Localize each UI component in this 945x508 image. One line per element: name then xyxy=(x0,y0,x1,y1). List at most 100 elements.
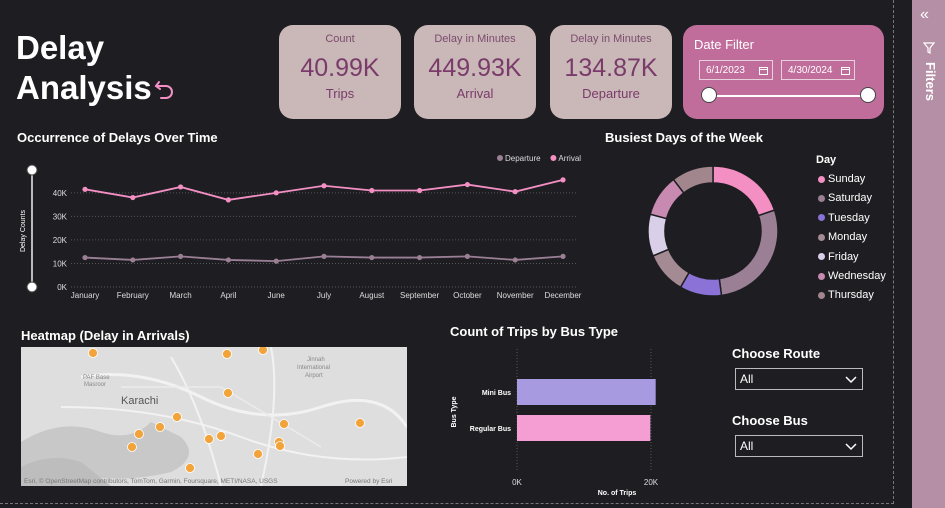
kpi-label: Count xyxy=(325,33,355,45)
heat-point[interactable] xyxy=(155,422,165,432)
y-tick-label: 20K xyxy=(53,236,68,245)
delays-line-chart: 0K 10K 20K 30K 40K Delay Counts January Februar… xyxy=(20,154,582,300)
data-point-arrival[interactable] xyxy=(417,187,423,194)
data-point-arrival[interactable] xyxy=(512,189,518,195)
data-point-arrival[interactable] xyxy=(82,186,88,192)
data-point-departure[interactable] xyxy=(273,258,279,264)
legend-dot xyxy=(818,233,825,241)
date-range-track[interactable] xyxy=(709,95,869,97)
data-point-arrival[interactable] xyxy=(369,187,375,194)
heat-point[interactable] xyxy=(253,449,263,459)
heat-point[interactable] xyxy=(216,431,226,441)
data-point-arrival[interactable] xyxy=(273,190,279,196)
x-axis-label: No. of Trips xyxy=(598,490,637,497)
donut-slice-thursday[interactable] xyxy=(672,165,714,194)
map-label: Jinnah xyxy=(307,357,325,363)
donut-legend-item[interactable]: Tuesday xyxy=(818,212,870,224)
bar-regular-bus[interactable] xyxy=(517,415,651,441)
heat-point[interactable] xyxy=(355,418,365,428)
data-point-departure[interactable] xyxy=(178,253,184,259)
donut-legend-item[interactable]: Monday xyxy=(818,231,867,243)
data-point-arrival[interactable] xyxy=(560,177,566,183)
x-tick-label: March xyxy=(169,291,191,300)
heat-point[interactable] xyxy=(172,412,182,422)
data-point-arrival[interactable] xyxy=(178,184,184,190)
date-filter-label: Date Filter xyxy=(694,37,754,52)
data-point-departure[interactable] xyxy=(130,257,136,263)
x-tick-label: October xyxy=(453,291,482,300)
page-title-line1: Delay xyxy=(16,29,105,66)
calendar-icon[interactable] xyxy=(841,66,850,75)
heatmap-title: Heatmap (Delay in Arrivals) xyxy=(21,328,190,343)
data-point-departure[interactable] xyxy=(82,254,88,261)
legend-label: Monday xyxy=(828,231,868,244)
data-point-arrival[interactable] xyxy=(225,197,231,203)
data-point-arrival[interactable] xyxy=(321,183,327,189)
data-point-arrival[interactable] xyxy=(464,181,470,188)
map-label: Airport xyxy=(305,373,323,379)
kpi-card-departure: Delay in Minutes 134.87K Departure xyxy=(550,25,672,119)
funnel-icon xyxy=(923,42,935,54)
donut-slice-monday[interactable] xyxy=(651,248,691,289)
back-arrow-icon[interactable] xyxy=(152,74,178,100)
heat-point[interactable] xyxy=(222,349,232,359)
kpi-card-arrival: Delay in Minutes 449.93K Arrival xyxy=(414,25,536,119)
heat-point[interactable] xyxy=(127,442,137,452)
donut-legend-item[interactable]: Thursday xyxy=(818,289,874,301)
legend-marker xyxy=(497,155,503,161)
bus-type-bar-chart: 0K 20K Mini Bus Regular Bus Bus Type No. of T… xyxy=(451,349,659,497)
donut-slice-friday[interactable] xyxy=(647,213,670,257)
data-point-departure[interactable] xyxy=(560,253,566,259)
heat-point[interactable] xyxy=(258,347,268,355)
start-date-input[interactable]: 6/1/2023 xyxy=(699,60,773,80)
chevron-down-icon[interactable] xyxy=(844,439,858,453)
bar-mini-bus[interactable] xyxy=(517,379,656,405)
calendar-icon[interactable] xyxy=(759,66,768,75)
data-point-arrival[interactable] xyxy=(130,194,136,201)
data-point-departure[interactable] xyxy=(369,254,375,261)
legend-dot xyxy=(818,253,825,261)
heat-point[interactable] xyxy=(275,441,285,451)
data-point-departure[interactable] xyxy=(512,257,518,263)
donut-legend-item[interactable]: Friday xyxy=(818,251,859,263)
kpi-value: 449.93K xyxy=(428,54,522,82)
route-dropdown[interactable]: All xyxy=(735,368,863,390)
kpi-sub: Departure xyxy=(582,86,640,101)
y-range-top-handle[interactable] xyxy=(26,164,38,176)
map-label: Karachi xyxy=(121,395,158,407)
data-point-departure[interactable] xyxy=(321,253,327,259)
legend-label: Thursday xyxy=(828,289,874,302)
donut-slice-saturday[interactable] xyxy=(718,209,779,297)
data-point-departure[interactable] xyxy=(417,254,423,261)
route-filter-label: Choose Route xyxy=(732,346,821,361)
kpi-sub: Trips xyxy=(325,86,355,101)
bus-dropdown[interactable]: All xyxy=(735,435,863,457)
filters-pane[interactable]: « Filters xyxy=(912,0,945,508)
y-axis-label: Bus Type xyxy=(451,396,458,427)
end-date-input[interactable]: 4/30/2024 xyxy=(781,60,855,80)
legend-label: Friday xyxy=(828,250,859,263)
y-axis-label: Delay Counts xyxy=(20,209,27,252)
route-dropdown-value: All xyxy=(740,372,754,386)
x-tick-label: December xyxy=(545,291,582,300)
y-range-bottom-handle[interactable] xyxy=(26,281,38,293)
chevron-down-icon[interactable] xyxy=(844,372,858,386)
heat-point[interactable] xyxy=(134,429,144,439)
collapse-chevron-icon[interactable]: « xyxy=(920,6,929,23)
date-range-start-handle[interactable] xyxy=(701,87,717,103)
line-chart-title: Occurrence of Delays Over Time xyxy=(17,130,218,145)
heat-point[interactable] xyxy=(279,419,289,429)
heat-point[interactable] xyxy=(88,348,98,358)
donut-legend-item[interactable]: Sunday xyxy=(818,173,865,185)
donut-legend-item[interactable]: Wednesday xyxy=(818,270,886,282)
heat-point[interactable] xyxy=(185,463,195,473)
donut-legend-item[interactable]: Saturday xyxy=(818,192,872,204)
date-range-end-handle[interactable] xyxy=(860,87,876,103)
data-point-departure[interactable] xyxy=(464,253,470,259)
heat-point[interactable] xyxy=(223,388,233,398)
data-point-departure[interactable] xyxy=(225,257,231,263)
legend-label: Departure xyxy=(505,154,541,163)
heatmap-map[interactable]: PAF Base Masroor Karachi Jinnah Internat… xyxy=(21,347,407,486)
heat-point[interactable] xyxy=(204,434,214,444)
donut-slice-sunday[interactable] xyxy=(712,165,776,217)
